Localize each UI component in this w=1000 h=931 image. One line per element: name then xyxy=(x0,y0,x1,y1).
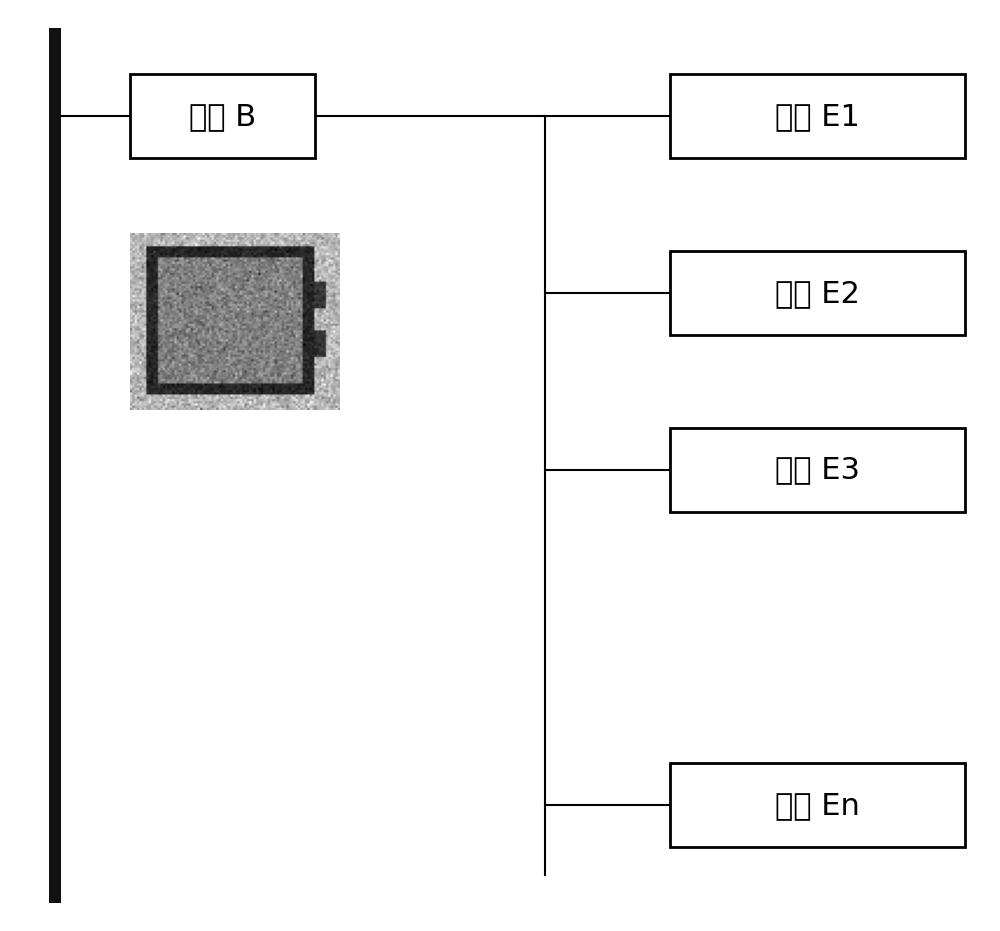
Bar xyxy=(670,763,965,847)
Text: 设备 En: 设备 En xyxy=(775,790,860,820)
Text: 设备 E1: 设备 E1 xyxy=(775,101,860,131)
Bar xyxy=(670,428,965,512)
Bar xyxy=(670,251,965,335)
Text: 设备 E3: 设备 E3 xyxy=(775,455,860,485)
Bar xyxy=(49,28,61,903)
Bar xyxy=(670,74,965,158)
Bar xyxy=(130,74,315,158)
Text: 设备 E2: 设备 E2 xyxy=(775,278,860,308)
Text: 支路 B: 支路 B xyxy=(189,101,256,131)
